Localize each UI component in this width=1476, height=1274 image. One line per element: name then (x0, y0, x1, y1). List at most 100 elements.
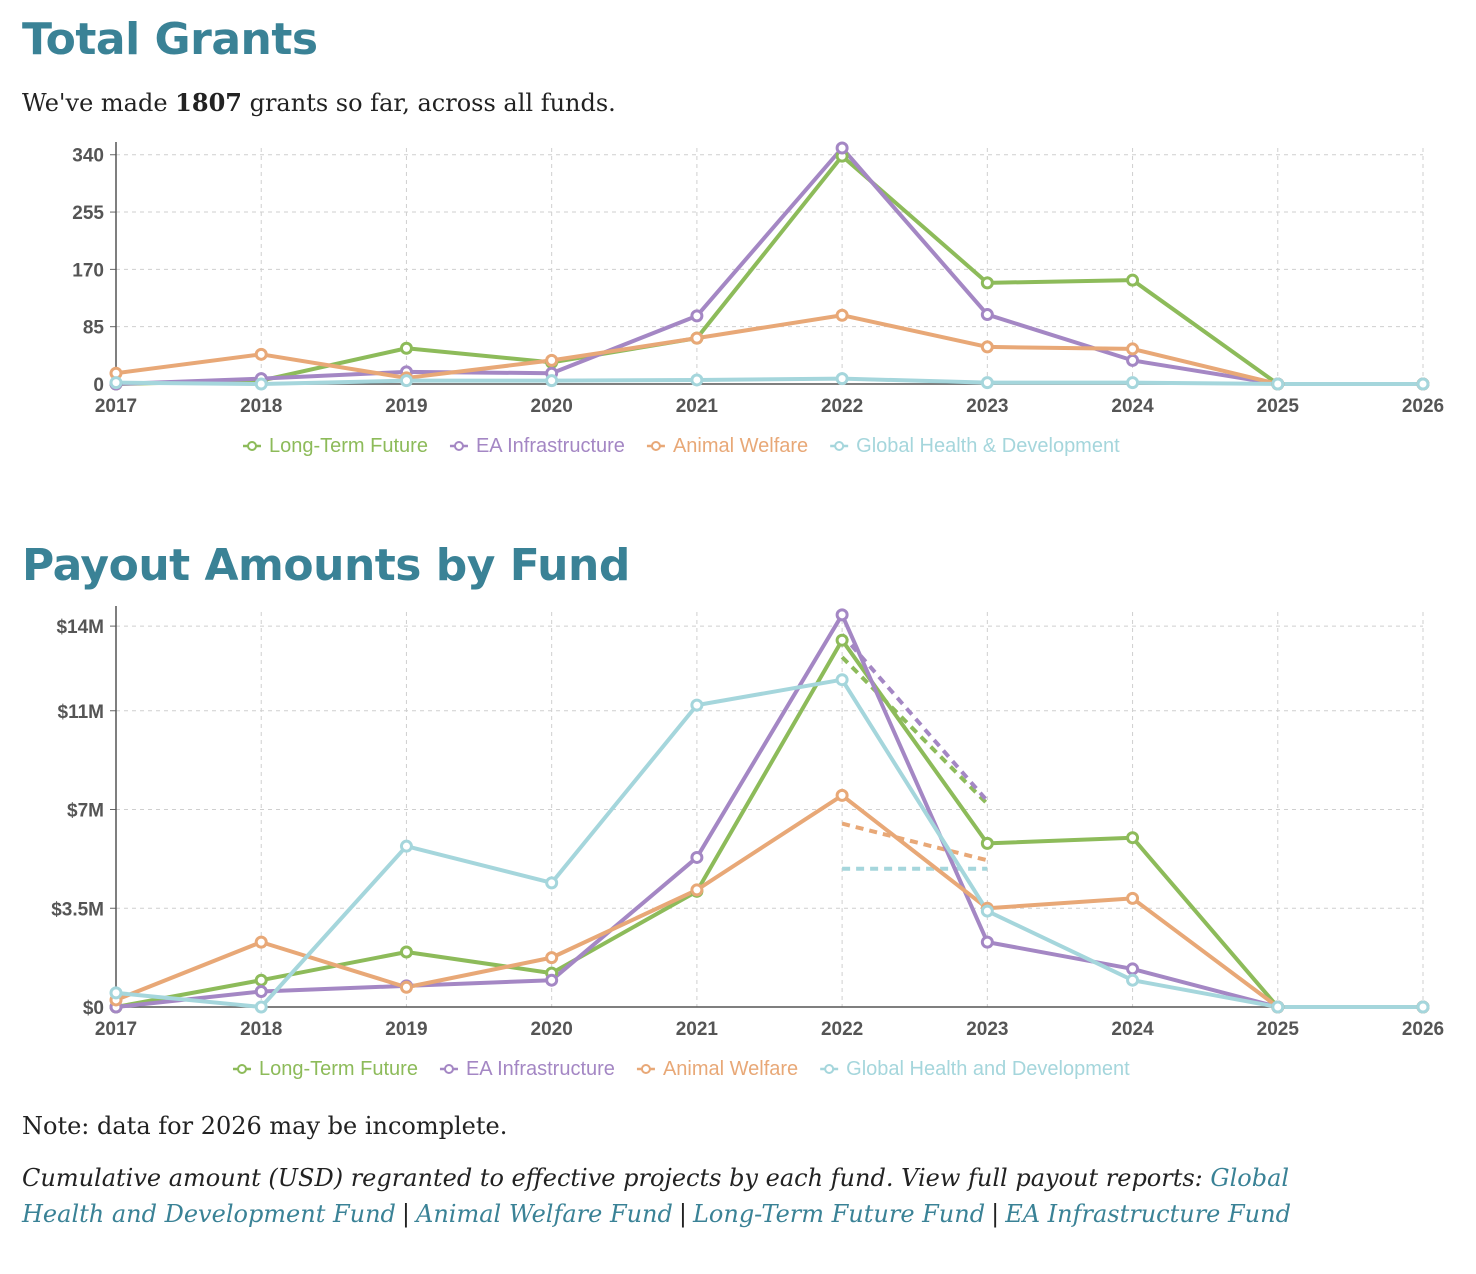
link-separator: | (991, 1200, 1000, 1228)
projection-line-long-term-future (840, 655, 989, 806)
data-point-ea-infrastructure (980, 308, 994, 322)
legend-swatch-dot (247, 441, 257, 451)
data-point-ea-infrastructure (835, 141, 849, 155)
x-tick-label: 2025 (1257, 396, 1300, 417)
data-point-global-health-development (545, 374, 559, 388)
incomplete-data-note: Note: data for 2026 may be incomplete. (22, 1112, 508, 1140)
legend-label: Long-Term Future (269, 435, 428, 457)
data-point-ea-infrastructure (690, 850, 704, 864)
grants-title: Total Grants (22, 14, 318, 65)
data-point-long-term-future (1126, 831, 1140, 845)
legend-swatch-dot (824, 1064, 835, 1074)
legend-item-long-term-future: Long-Term Future (233, 1058, 418, 1080)
series-line-long-term-future (115, 154, 1423, 386)
data-point-global-health-and-development (1126, 973, 1140, 987)
series-line-ea-infrastructure (115, 146, 1423, 386)
link-long-term-future-fund[interactable]: Long-Term Future Fund (692, 1200, 986, 1228)
legend-item-long-term-future: Long-Term Future (243, 435, 428, 457)
data-point-animal-welfare (690, 883, 704, 897)
legend-swatch-dot (443, 1064, 454, 1074)
legend-swatch-dot (640, 1064, 651, 1074)
y-tick-label: 0 (93, 375, 104, 396)
y-tick-label: 170 (72, 260, 104, 281)
data-point-global-health-and-development (980, 904, 994, 918)
data-point-animal-welfare (690, 331, 704, 345)
data-point-animal-welfare (254, 935, 268, 949)
y-tick-label: $0 (83, 998, 104, 1019)
link-animal-welfare-fund[interactable]: Animal Welfare Fund (416, 1200, 673, 1228)
data-point-animal-welfare (545, 353, 559, 367)
series-line-global-health-and-development (115, 677, 1423, 1009)
data-point-global-health-development (1416, 377, 1430, 391)
data-point-global-health-and-development (545, 876, 559, 890)
legend-label: Global Health & Development (856, 435, 1120, 457)
x-tick-label: 2026 (1402, 1019, 1444, 1040)
projection-line-animal-welfare (841, 821, 988, 863)
summary-suffix: grants so far, across all funds. (241, 89, 616, 117)
data-point-global-health-and-development (1271, 1000, 1285, 1014)
legend-swatch-dot (834, 441, 845, 451)
data-point-animal-welfare (1126, 342, 1140, 356)
caption-text: Cumulative amount (USD) regranted to eff… (22, 1164, 1211, 1192)
data-point-global-health-development (690, 373, 704, 387)
x-tick-label: 2017 (95, 1019, 137, 1040)
link-global-health-fund[interactable]: Global Health and Development Fund (22, 1164, 1290, 1228)
grant-count: 1807 (175, 88, 242, 117)
y-tick-label: 340 (72, 146, 104, 167)
data-point-global-health-development (1271, 377, 1285, 391)
data-point-long-term-future (835, 633, 849, 647)
data-point-global-health-development (399, 374, 413, 388)
data-point-ea-infrastructure (545, 973, 559, 987)
legend-label: Long-Term Future (259, 1058, 418, 1080)
x-tick-label: 2021 (676, 396, 719, 417)
x-tick-label: 2020 (531, 1019, 573, 1040)
data-point-global-health-development (1126, 376, 1140, 390)
legend-label: Animal Welfare (663, 1058, 798, 1080)
x-tick-label: 2021 (676, 1019, 719, 1040)
grants-summary: We've made 1807 grants so far, across al… (22, 88, 616, 117)
link-separator: | (678, 1200, 687, 1228)
x-tick-label: 2019 (385, 1019, 427, 1040)
legend-label: Animal Welfare (673, 435, 808, 457)
legend-label: Global Health and Development (846, 1058, 1130, 1080)
summary-prefix: We've made (22, 89, 176, 117)
grants-chart: 0 85 170 255 340 2017 2018 2019 2020 2021 2022 2023… (72, 141, 1444, 457)
x-tick-label: 2019 (385, 396, 427, 417)
x-tick-label: 2023 (966, 1019, 1008, 1040)
data-point-ea-infrastructure (980, 935, 994, 949)
projection-line-ea-infrastructure (840, 633, 989, 803)
data-point-animal-welfare (835, 788, 849, 802)
data-point-global-health-and-development (109, 986, 123, 1000)
link-separator: | (401, 1200, 411, 1228)
y-tick-label: $14M (56, 617, 104, 638)
y-tick-label: $11M (58, 702, 104, 723)
legend-item-ea-infrastructure: EA Infrastructure (439, 1058, 615, 1080)
data-point-animal-welfare (254, 347, 268, 361)
data-point-long-term-future (980, 836, 994, 850)
data-point-long-term-future (1126, 273, 1140, 287)
payout-chart: $0 $3.5M $7M $11M $14M 2017 2018 2019 2020 2021 20… (51, 606, 1444, 1080)
data-point-ea-infrastructure (254, 984, 268, 998)
link-ea-infrastructure-fund[interactable]: EA Infrastructure Fund (1005, 1200, 1291, 1228)
y-tick-label: $7M (67, 801, 104, 822)
data-point-ea-infrastructure (1126, 353, 1140, 367)
data-point-long-term-future (980, 276, 994, 290)
data-point-long-term-future (399, 945, 413, 959)
data-point-global-health-development (980, 376, 994, 390)
data-point-long-term-future (399, 341, 413, 355)
x-tick-label: 2022 (821, 396, 863, 417)
series-line-global-health-development (115, 376, 1423, 386)
legend-swatch-dot (237, 1064, 247, 1074)
data-point-animal-welfare (545, 951, 559, 965)
data-point-long-term-future (254, 973, 268, 987)
payout-title: Payout Amounts by Fund (22, 540, 630, 591)
legend-label: EA Infrastructure (476, 435, 625, 457)
legend-swatch-dot (650, 441, 661, 451)
series-line-ea-infrastructure (115, 612, 1423, 1009)
x-tick-label: 2024 (1111, 1019, 1154, 1040)
legend-label: EA Infrastructure (466, 1058, 615, 1080)
x-tick-label: 2025 (1257, 1019, 1300, 1040)
data-point-animal-welfare (835, 308, 849, 322)
data-point-animal-welfare (399, 980, 413, 994)
series-line-animal-welfare (115, 793, 1423, 1009)
